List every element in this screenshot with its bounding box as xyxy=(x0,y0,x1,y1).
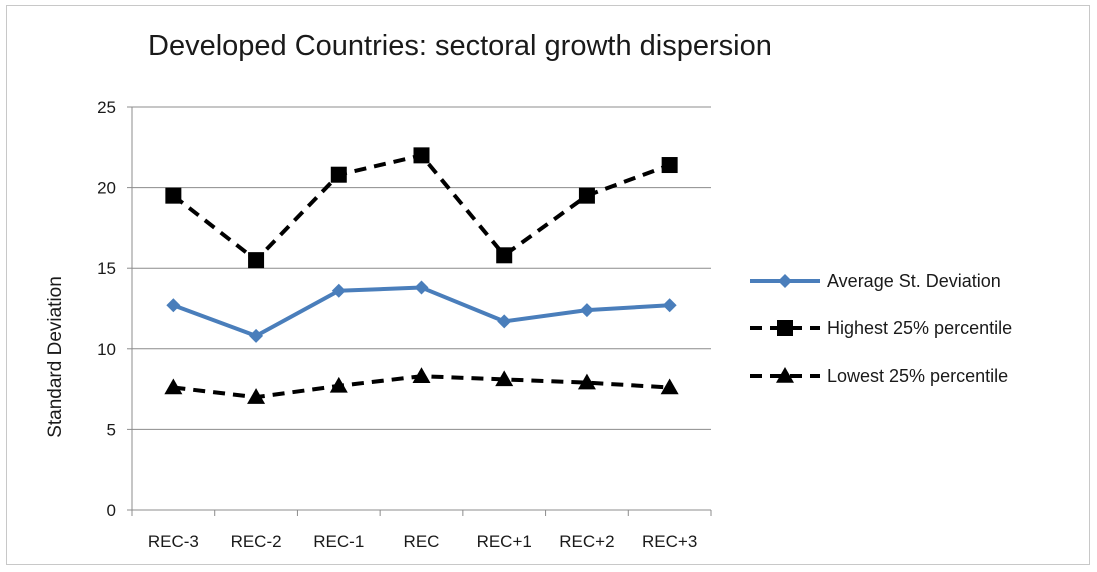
data-point xyxy=(166,298,181,313)
x-tick-label: REC+1 xyxy=(477,532,532,551)
legend-label: Lowest 25% percentile xyxy=(827,366,1008,386)
data-point xyxy=(662,298,677,313)
data-point xyxy=(331,283,346,298)
data-point xyxy=(414,280,429,295)
series-1 xyxy=(166,280,677,343)
y-tick-label: 25 xyxy=(97,98,116,117)
data-point xyxy=(579,303,594,318)
legend-marker xyxy=(778,274,792,288)
chart-title: Developed Countries: sectoral growth dis… xyxy=(148,30,772,62)
data-point xyxy=(495,370,514,387)
data-point xyxy=(249,328,264,343)
axes: 0 5 10 15 20 25 REC-3 REC-2 REC-1 REC REC+1 REC+2 RE… xyxy=(97,98,712,551)
x-tick-label: REC-3 xyxy=(148,532,199,551)
y-tick-label: 10 xyxy=(97,340,116,359)
y-tick-label: 15 xyxy=(97,259,116,278)
data-point xyxy=(329,376,348,393)
series-line xyxy=(172,153,671,263)
legend-entry: Highest 25% percentile xyxy=(750,318,1012,338)
legend-entry: Average St. Deviation xyxy=(750,271,1001,291)
legend: Average St. Deviation Highest 25% percent… xyxy=(750,271,1012,386)
x-tick-label: REC-1 xyxy=(313,532,364,551)
series-lines xyxy=(164,147,679,404)
data-point xyxy=(247,388,266,404)
data-point xyxy=(165,187,182,204)
y-tick-label: 0 xyxy=(107,501,116,520)
y-tick-label: 5 xyxy=(107,420,116,439)
data-point xyxy=(412,367,431,383)
y-tick-label: 20 xyxy=(97,179,116,198)
series-line xyxy=(172,285,670,338)
legend-marker xyxy=(777,320,793,336)
legend-label: Average St. Deviation xyxy=(827,271,1001,291)
data-point xyxy=(330,166,347,183)
data-point xyxy=(577,373,596,390)
data-point xyxy=(496,247,513,264)
x-tick-label: REC+3 xyxy=(642,532,697,551)
chart-frame xyxy=(6,5,1090,565)
legend-entry: Lowest 25% percentile xyxy=(750,366,1008,386)
legend-marker xyxy=(776,367,794,383)
legend-label: Highest 25% percentile xyxy=(827,318,1012,338)
series-3 xyxy=(164,367,679,404)
data-point xyxy=(413,147,430,164)
x-tick-label: REC-2 xyxy=(231,532,282,551)
data-point xyxy=(578,187,595,204)
data-point xyxy=(497,314,512,329)
data-point xyxy=(164,378,183,395)
data-point xyxy=(248,252,265,269)
data-point xyxy=(660,378,679,395)
gridlines xyxy=(132,106,711,430)
y-axis-label: Standard Deviation xyxy=(45,276,66,438)
x-tick-label: REC xyxy=(404,532,440,551)
x-tick-label: REC+2 xyxy=(559,532,614,551)
series-2 xyxy=(165,147,678,269)
data-point xyxy=(661,157,678,174)
